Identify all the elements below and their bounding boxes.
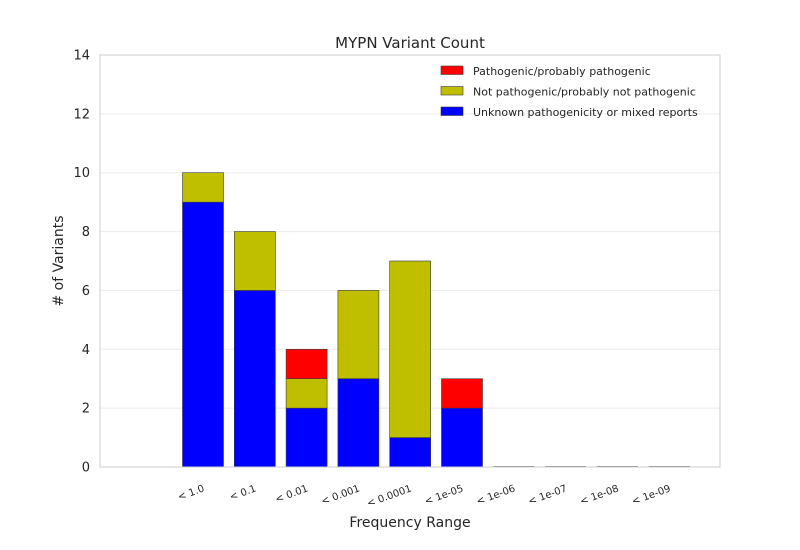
x-tick-label: < 1e-09 [630, 483, 672, 507]
bar-segment [182, 172, 224, 203]
legend-label: Not pathogenic/probably not pathogenic [473, 86, 696, 99]
x-tick-label: < 0.1 [228, 483, 258, 503]
bar-segment [182, 201, 224, 468]
x-tick-label: < 1e-06 [475, 483, 517, 507]
bar-segment [285, 378, 328, 409]
x-tick-labels: < 1.0 < 0.1 < 0.01 < 0.001 < 0.0001 < 1e-05 < … [176, 483, 672, 509]
bar-segment [441, 407, 483, 468]
y-tick-labels: 0 2 4 6 8 10 12 14 [73, 49, 90, 476]
x-tick-label: < 1e-08 [579, 483, 621, 507]
legend-label: Unknown pathogenicity or mixed reports [473, 106, 698, 119]
x-tick-label: < 0.0001 [366, 483, 414, 509]
legend-swatch [440, 86, 464, 96]
y-tick-label: 4 [82, 343, 90, 358]
bar-segment [441, 378, 483, 409]
legend-swatch [440, 65, 464, 75]
y-tick-label: 0 [82, 461, 90, 476]
x-tick-label: < 0.01 [274, 483, 310, 505]
x-axis-label: Frequency Range [349, 515, 470, 531]
bar-segment [389, 437, 432, 468]
bar-segment [285, 348, 328, 380]
chart-title: MYPN Variant Count [335, 34, 485, 52]
bar-segment [234, 290, 276, 468]
y-tick-label: 12 [73, 107, 90, 122]
x-tick-label: < 0.001 [320, 483, 362, 507]
x-tick-label: < 1.0 [176, 483, 206, 503]
plot-frame [99, 54, 721, 468]
y-axis-label: # of Variants [51, 215, 67, 306]
bar-segment [285, 407, 328, 468]
y-tick-label: 6 [82, 284, 90, 299]
bar-segment [234, 231, 276, 291]
x-tick-label: < 1e-05 [423, 483, 465, 507]
y-tick-label: 8 [82, 225, 90, 240]
bars [182, 172, 690, 468]
legend-swatch [440, 106, 464, 116]
y-tick-label: 10 [73, 166, 90, 181]
y-tick-label: 2 [82, 402, 90, 417]
legend: Pathogenic/probably pathogenic Not pathog… [440, 65, 698, 119]
legend-label: Pathogenic/probably pathogenic [473, 65, 651, 78]
x-tick-label: < 1e-07 [527, 483, 569, 507]
bar-segment [337, 290, 380, 380]
bar-segment [389, 260, 432, 438]
bar-segment [337, 378, 380, 468]
y-tick-label: 14 [73, 49, 90, 64]
